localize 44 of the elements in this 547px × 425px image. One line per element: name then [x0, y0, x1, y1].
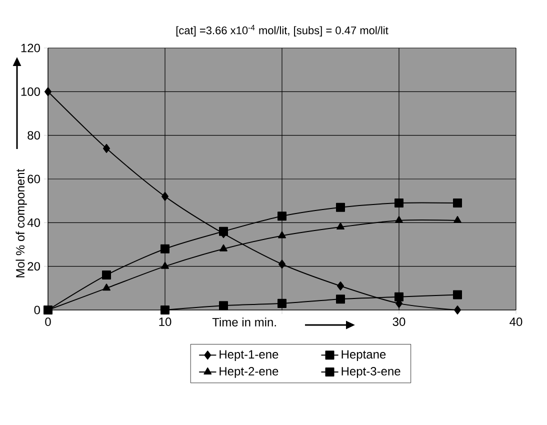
legend-label: Hept-2-ene: [220, 367, 278, 378]
y-tick-label: 40: [27, 218, 40, 227]
y-tick-label: 120: [21, 44, 40, 52]
y-tick-label: 80: [28, 131, 40, 140]
point: [161, 262, 169, 269]
point: [394, 292, 404, 302]
point: [102, 284, 110, 291]
point: [453, 290, 462, 300]
point: [337, 281, 344, 290]
point: [336, 222, 344, 230]
point: [102, 270, 112, 280]
point: [278, 231, 286, 238]
y-tick-label: 20: [28, 262, 40, 271]
point: [454, 305, 461, 314]
point: [220, 244, 228, 252]
x-tick-label: 10: [159, 318, 172, 326]
point: [454, 216, 462, 223]
chart-title: [cat] =3.66 x10$^{-4}$ mol/lit, [subs] = 0.47 mol/lit: [176, 24, 388, 36]
y-axis-title: Mol % of component: [16, 168, 27, 278]
x-tick-label: 30: [392, 318, 406, 326]
point: [394, 198, 404, 208]
point: [278, 260, 286, 269]
point: [278, 212, 286, 221]
point: [336, 294, 345, 304]
legend-label: Heptane: [342, 350, 386, 361]
x-tick-label: 0: [45, 318, 51, 326]
point: [336, 202, 345, 212]
point: [44, 87, 52, 96]
point: [219, 226, 228, 236]
point: [162, 192, 169, 201]
point: [103, 144, 110, 153]
legend-label: Hept-1-ene: [220, 350, 278, 361]
point: [160, 305, 170, 314]
point: [160, 244, 170, 254]
point: [453, 198, 462, 208]
y-tick-label: 60: [28, 174, 40, 184]
x-axis-title: Time in min.: [212, 318, 276, 326]
point: [278, 298, 286, 308]
x-tick-label: 40: [510, 318, 522, 326]
point: [395, 216, 403, 223]
legend-label: Hept-3-ene: [342, 367, 400, 378]
y-tick-label: 100: [21, 87, 40, 96]
point: [219, 301, 228, 310]
y-tick-label: 0: [34, 306, 40, 314]
